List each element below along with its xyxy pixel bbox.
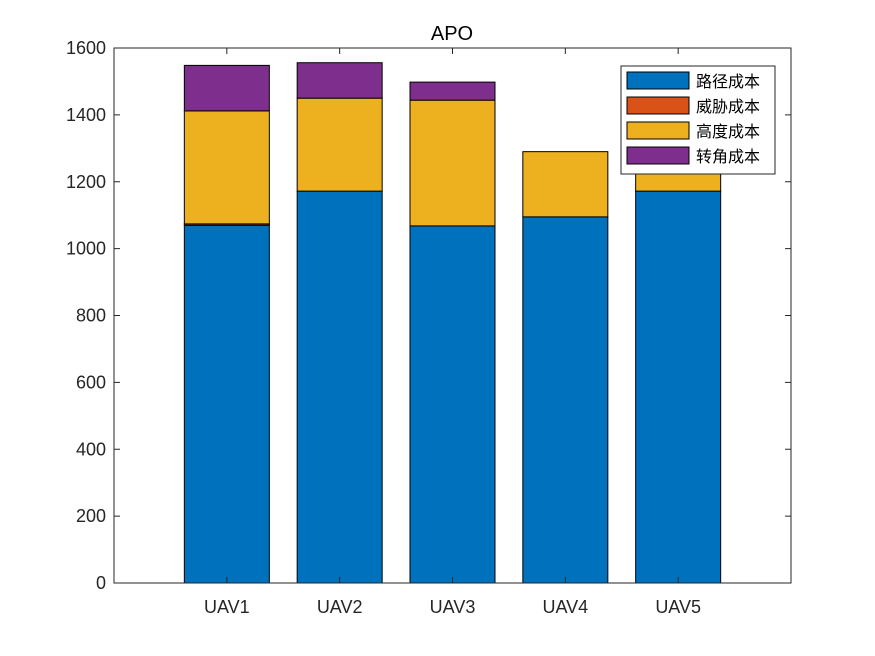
x-tick-label: UAV1 <box>204 597 250 617</box>
bar-segment <box>409 225 496 584</box>
plot-area <box>183 62 722 584</box>
bar-segment <box>635 190 722 584</box>
bar-segment <box>522 151 609 218</box>
y-axis: 0 200 400 600 800 1000 1200 1400 1600 <box>66 38 791 593</box>
legend-label: 高度成本 <box>696 122 760 141</box>
bar-segment <box>183 224 270 584</box>
bar-segment <box>296 62 383 99</box>
bar-segment <box>409 81 496 101</box>
bar-segment <box>183 110 270 225</box>
bar-segment <box>296 97 383 192</box>
x-tick-label: UAV5 <box>655 597 701 617</box>
y-tick-label: 400 <box>76 439 106 459</box>
legend-swatch <box>626 146 690 165</box>
bar-segment <box>409 99 496 227</box>
bar-segment <box>522 216 609 584</box>
y-tick-label: 1400 <box>66 105 106 125</box>
chart-title: APO <box>431 23 473 45</box>
y-tick-label: 0 <box>96 573 106 593</box>
bar-segment <box>183 64 270 112</box>
x-tick-label: UAV3 <box>430 597 476 617</box>
y-tick-label: 800 <box>76 306 106 326</box>
y-tick-label: 600 <box>76 372 106 392</box>
bar-segment <box>296 190 383 584</box>
legend-swatch <box>626 121 690 140</box>
y-tick-label: 1000 <box>66 239 106 259</box>
legend-label: 路径成本 <box>696 72 760 91</box>
legend-swatch <box>626 71 690 90</box>
legend-label: 威胁成本 <box>696 97 760 116</box>
x-axis: UAV1 UAV2 UAV3 UAV4 UAV5 <box>204 48 701 617</box>
x-tick-label: UAV2 <box>317 597 363 617</box>
y-tick-label: 200 <box>76 506 106 526</box>
y-tick-label: 1200 <box>66 172 106 192</box>
x-tick-label: UAV4 <box>542 597 588 617</box>
legend-swatch <box>626 96 690 115</box>
legend-label: 转角成本 <box>696 147 760 166</box>
axes-box <box>113 47 792 584</box>
y-tick-label: 1600 <box>66 38 106 58</box>
